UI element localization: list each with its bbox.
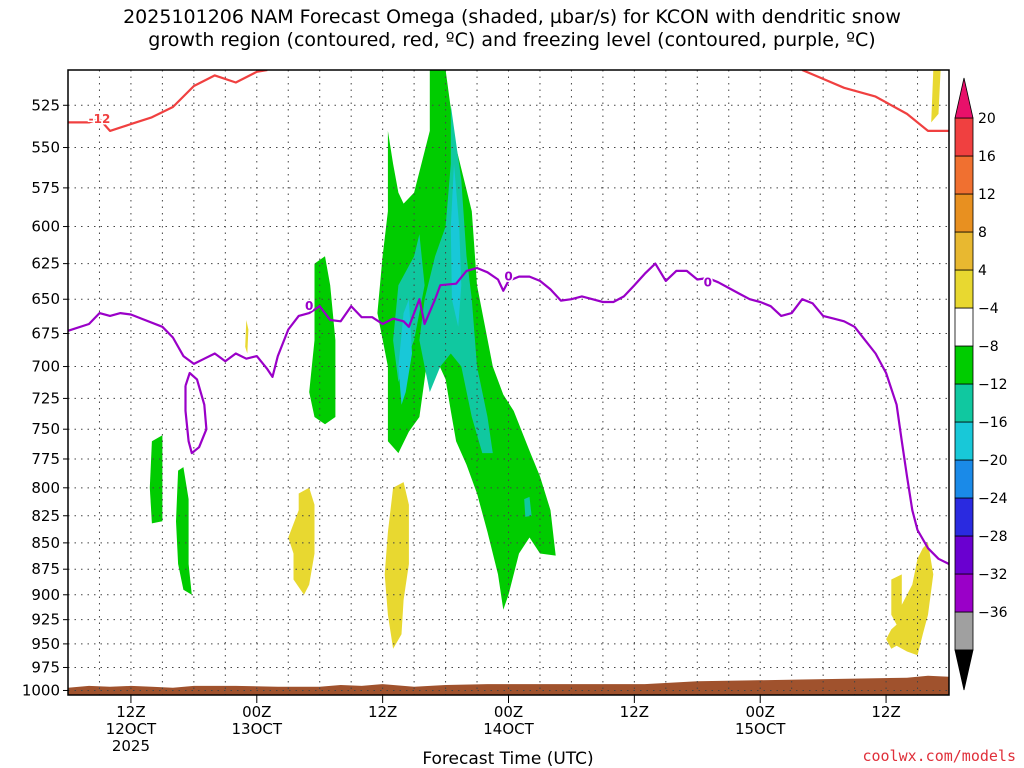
contour-label-1-0: 0 [305, 299, 313, 313]
omega-region-12 [931, 70, 941, 123]
y-tick-label-975: 975 [31, 658, 60, 676]
terrain-surface [68, 675, 949, 695]
contour-1-segment-0 [68, 262, 949, 565]
x-tick-label-6-0: 12Z [871, 703, 900, 721]
colorbar-over-triangle [954, 77, 974, 119]
y-tick-label-575: 575 [31, 179, 60, 197]
contour-lines: -12 0 0 0 [68, 70, 949, 565]
colorbar-label-8: −16 [978, 415, 1008, 431]
colorbar-band-8 [954, 307, 974, 347]
omega-region-13 [886, 542, 934, 656]
x-tick-label-3-0: 00Z [494, 703, 523, 721]
y-tick-label-525: 525 [31, 96, 60, 114]
x-axis-label: Forecast Time (UTC) [422, 749, 593, 768]
contour-0-segment-0 [68, 70, 268, 132]
colorbar-label-10: −24 [978, 491, 1008, 507]
plot-area: -12 0 0 0 [67, 69, 950, 696]
colorbar-label-0: 20 [978, 111, 996, 127]
y-tick-label-825: 825 [31, 507, 60, 525]
x-tick-label-4-0: 12Z [620, 703, 649, 721]
colorbar-band-13 [954, 117, 974, 157]
colorbar-label-6: −8 [978, 339, 999, 355]
y-tick-label-775: 775 [31, 450, 60, 468]
omega-region-9 [245, 320, 249, 354]
colorbar: 20 16 12 8 4 −4 −8 −12 −16 −20 −24 −28 −32 −36 [954, 77, 1008, 691]
y-tick-label-750: 750 [31, 420, 60, 438]
x-tick-label-0-1: 12OCT [106, 720, 157, 738]
colorbar-band-5 [954, 421, 974, 461]
colorbar-band-6 [954, 383, 974, 423]
colorbar-label-2: 12 [978, 187, 996, 203]
colorbar-label-5: −4 [978, 301, 999, 317]
y-tick-label-650: 650 [31, 290, 60, 308]
chart-title-line-1: 2025101206 NAM Forecast Omega (shaded, µ… [123, 6, 901, 28]
contour-0-segment-1 [801, 70, 949, 132]
omega-region-3 [176, 467, 192, 595]
y-tick-label-675: 675 [31, 325, 60, 343]
colorbar-under-triangle [954, 649, 974, 691]
terrain-fill [68, 675, 949, 695]
contour-label-1-1: 0 [504, 270, 512, 284]
colorbar-label-4: 4 [978, 263, 987, 279]
colorbar-label-9: −20 [978, 453, 1008, 469]
colorbar-band-1 [954, 573, 974, 613]
omega-shading [149, 70, 941, 656]
x-tick-label-1-1: 13OCT [232, 720, 283, 738]
colorbar-band-2 [954, 535, 974, 575]
y-tick-label-625: 625 [31, 255, 60, 273]
y-tick-label-925: 925 [31, 611, 60, 629]
contour-label-1-2: 0 [704, 275, 712, 289]
y-tick-label-725: 725 [31, 389, 60, 407]
omega-region-10 [288, 487, 315, 595]
gridlines [68, 70, 949, 695]
colorbar-label-13: −36 [978, 605, 1008, 621]
colorbar-band-10 [954, 231, 974, 271]
y-tick-label-700: 700 [31, 358, 60, 376]
colorbar-band-9 [954, 269, 974, 309]
x-tick-label-0-2: 2025 [112, 737, 150, 755]
x-tick-label-2-0: 12Z [368, 703, 397, 721]
y-tick-label-850: 850 [31, 534, 60, 552]
omega-region-6 [524, 496, 532, 517]
chart-title-line-2: growth region (contoured, red, ºC) and f… [148, 29, 876, 51]
x-tick-label-3-1: 14OCT [483, 720, 534, 738]
y-tick-label-875: 875 [31, 560, 60, 578]
colorbar-label-7: −12 [978, 377, 1008, 393]
colorbar-label-3: 8 [978, 225, 987, 241]
contour-1-segment-1 [184, 371, 208, 455]
colorbar-label-11: −28 [978, 529, 1008, 545]
y-tick-label-550: 550 [31, 139, 60, 157]
y-tick-label-950: 950 [31, 635, 60, 653]
colorbar-band-11 [954, 193, 974, 233]
colorbar-band-0 [954, 611, 974, 651]
credit-text[interactable]: coolwx.com/models [862, 747, 1016, 765]
x-tick-label-5-0: 00Z [746, 703, 775, 721]
y-tick-label-1000: 1000 [22, 681, 60, 699]
x-tick-label-0-0: 12Z [116, 703, 145, 721]
chart-title: 2025101206 NAM Forecast Omega (shaded, µ… [0, 6, 1024, 52]
colorbar-label-1: 16 [978, 149, 996, 165]
y-axis: 525 550 575 600 625 650 675 700 725 750 775 800 825 8… [22, 96, 68, 699]
omega-region-11 [384, 482, 409, 649]
y-tick-label-900: 900 [31, 586, 60, 604]
colorbar-label-12: −32 [978, 567, 1008, 583]
omega-region-7 [450, 163, 462, 327]
y-tick-label-800: 800 [31, 479, 60, 497]
colorbar-band-7 [954, 345, 974, 385]
omega-region-2 [149, 435, 163, 524]
colorbar-band-3 [954, 497, 974, 537]
x-tick-label-5-1: 15OCT [735, 720, 786, 738]
y-tick-label-600: 600 [31, 218, 60, 236]
colorbar-band-4 [954, 459, 974, 499]
contour-label-0-0: -12 [89, 112, 111, 126]
colorbar-band-12 [954, 155, 974, 195]
x-tick-label-1-0: 00Z [242, 703, 271, 721]
omega-region-1 [309, 256, 336, 425]
